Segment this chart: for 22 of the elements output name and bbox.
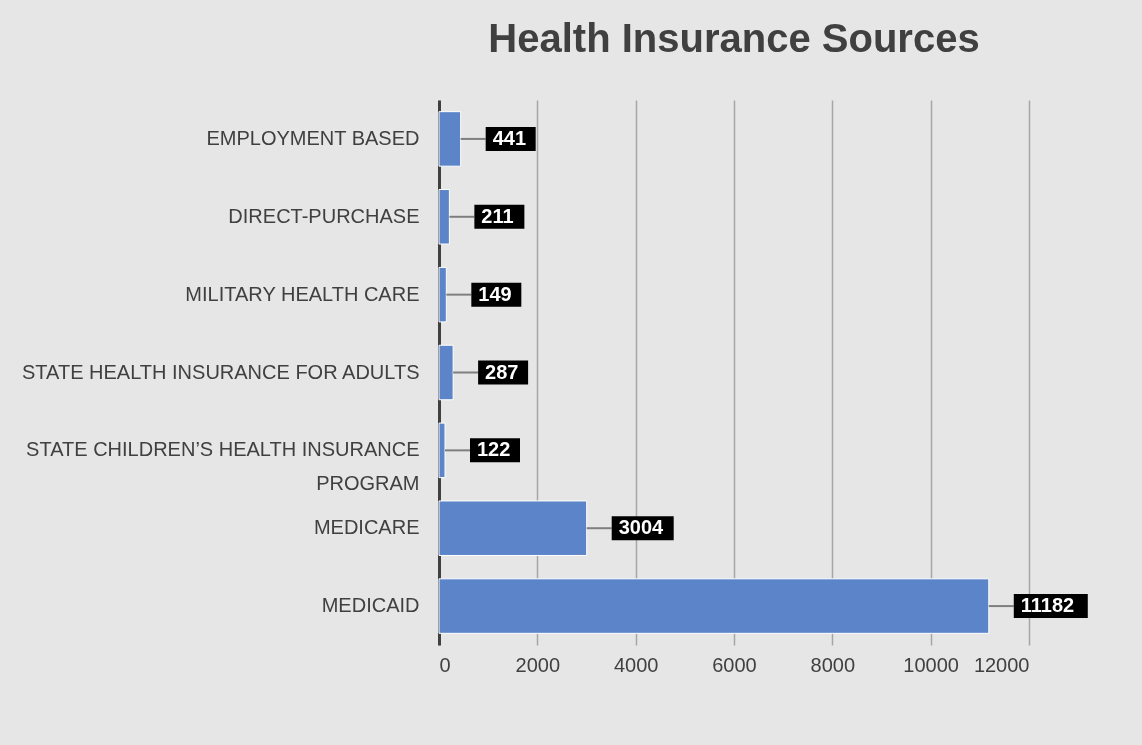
data-label: 287	[485, 360, 519, 383]
data-label: 441	[492, 126, 527, 149]
x-tick-label: 10000	[903, 653, 959, 676]
chart-title: Health Insurance Sources	[488, 16, 980, 60]
x-tick-label: 0	[439, 653, 451, 676]
data-label: 3004	[618, 516, 665, 539]
data-label: 149	[478, 282, 512, 305]
y-tick-label: STATE CHILDREN’S HEALTH INSURANCE PROGRAM	[26, 438, 420, 495]
data-label: 211	[481, 204, 514, 227]
x-tick-label: 12000	[973, 653, 1030, 676]
y-tick-label: STATE HEALTH INSURANCE FOR ADULTS	[22, 360, 420, 383]
data-label: 122	[477, 438, 511, 461]
x-tick-label: 2000	[515, 653, 561, 676]
y-tick-label: MEDICAID	[321, 594, 420, 617]
y-tick-label: MEDICARE	[313, 516, 420, 539]
x-tick-label: 8000	[810, 653, 856, 676]
y-tick-label: MILITARY HEALTH CARE	[185, 282, 420, 305]
x-tick-label: 6000	[712, 653, 757, 676]
y-tick-label: DIRECT-PURCHASE	[228, 204, 420, 227]
x-tick-label: 4000	[613, 653, 659, 676]
data-label: 11182	[1020, 594, 1075, 617]
y-tick-label: EMPLOYMENT BASED	[206, 126, 420, 149]
